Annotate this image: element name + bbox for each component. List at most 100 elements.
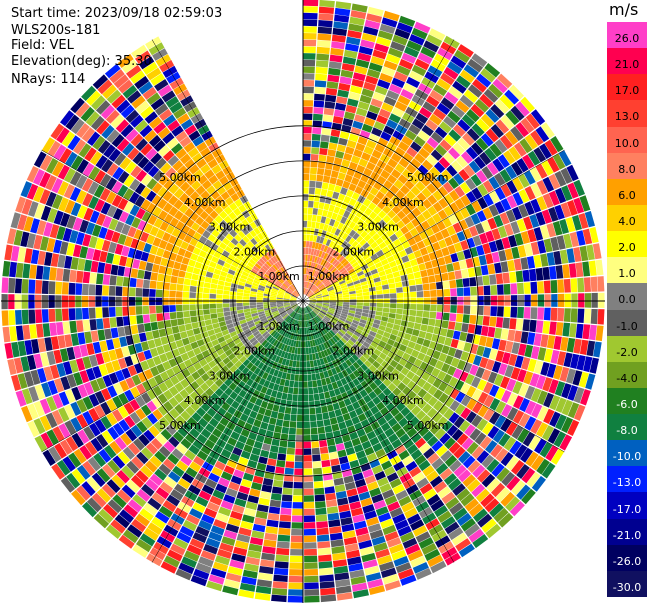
range-gate (268, 451, 278, 460)
range-gate (402, 286, 410, 293)
range-gate (482, 207, 493, 220)
range-gate (331, 381, 339, 390)
range-gate (70, 97, 85, 114)
range-gate (125, 109, 140, 123)
range-gate (488, 241, 498, 253)
range-gate (377, 228, 386, 237)
range-gate (395, 428, 406, 439)
range-gate (230, 237, 239, 246)
range-gate (406, 401, 417, 411)
range-gate (284, 407, 292, 414)
range-gate (213, 343, 222, 352)
colorbar-segment (607, 492, 647, 520)
range-gate (311, 147, 320, 155)
range-gate (46, 238, 56, 253)
range-gate (228, 382, 237, 391)
range-gate (454, 198, 465, 210)
range-gate (323, 108, 335, 116)
range-gate (316, 215, 322, 223)
range-gate (271, 486, 283, 494)
range-gate (359, 389, 368, 398)
range-gate (308, 241, 313, 248)
range-gate (435, 249, 444, 259)
range-gate (470, 142, 484, 156)
range-gate (257, 361, 265, 370)
colorbar-segment (607, 570, 647, 598)
range-gate (117, 326, 126, 337)
range-gate (278, 446, 287, 454)
range-gate (346, 330, 354, 337)
range-gate (296, 428, 303, 435)
range-gate (431, 457, 444, 470)
range-gate (343, 383, 351, 392)
range-gate (88, 408, 100, 422)
range-gate (522, 319, 530, 332)
range-gate (289, 286, 295, 292)
range-gate (242, 359, 251, 367)
range-gate (237, 230, 246, 239)
range-gate (92, 74, 109, 90)
range-gate (312, 310, 318, 316)
range-gate (524, 344, 534, 358)
range-gate (465, 178, 477, 191)
range-gate (306, 354, 310, 361)
range-gate (307, 207, 313, 215)
range-gate (296, 414, 303, 422)
range-gate (114, 152, 127, 166)
range-gate (260, 400, 269, 409)
range-gate (279, 310, 286, 315)
range-gate (208, 142, 220, 153)
range-gate (471, 376, 481, 388)
range-gate (452, 124, 466, 137)
range-gate (578, 293, 585, 308)
range-gate (337, 449, 347, 458)
range-gate (572, 370, 583, 386)
range-gate (342, 289, 349, 294)
range-gate (569, 231, 579, 248)
range-gate (124, 161, 137, 174)
range-gate (191, 322, 199, 329)
range-gate (427, 385, 438, 396)
range-gate (314, 80, 327, 88)
range-gate (530, 281, 538, 294)
range-gate (322, 278, 329, 284)
range-gate (121, 59, 138, 74)
range-gate (305, 288, 309, 295)
range-gate (344, 111, 355, 120)
range-gate (340, 258, 347, 265)
range-gate (365, 368, 373, 377)
range-gate (220, 471, 233, 481)
range-gate (111, 94, 126, 109)
range-gate (109, 275, 117, 286)
range-gate (243, 308, 251, 313)
range-gate (112, 422, 125, 436)
range-gate (172, 465, 185, 478)
range-gate (433, 326, 441, 335)
range-gate (169, 312, 177, 320)
range-gate (325, 314, 332, 319)
range-gate (328, 519, 341, 528)
range-gate (295, 306, 300, 313)
range-gate (207, 158, 218, 169)
range-gate (347, 339, 355, 346)
range-gate (522, 431, 536, 447)
range-gate (290, 549, 303, 556)
range-gate (314, 307, 321, 311)
range-gate (292, 293, 298, 298)
range-gate (433, 84, 448, 97)
range-gate (315, 305, 322, 309)
range-gate (341, 287, 349, 291)
range-gate (321, 405, 328, 414)
range-gate (202, 461, 214, 472)
range-gate (102, 374, 113, 388)
range-gate (444, 337, 453, 347)
range-gate (286, 352, 292, 360)
range-gate (28, 309, 36, 324)
range-gate (247, 334, 255, 341)
range-gate (158, 505, 173, 518)
range-gate (282, 322, 288, 329)
range-gate (313, 387, 319, 394)
range-gate (420, 345, 429, 355)
range-gate (337, 246, 344, 254)
range-gate (444, 134, 457, 147)
